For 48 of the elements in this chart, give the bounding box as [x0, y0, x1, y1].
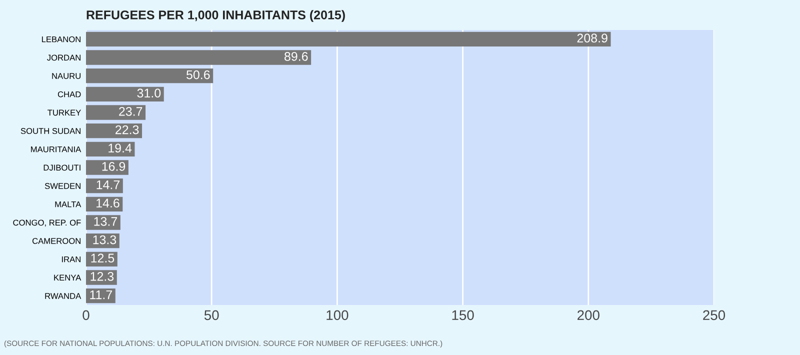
y-tick-label: SWEDEN	[44, 183, 80, 189]
y-tick-label: JORDAN	[47, 54, 80, 61]
data-label: 31.0	[137, 88, 161, 98]
bar	[86, 178, 123, 194]
bar	[86, 124, 142, 138]
bar	[86, 142, 135, 156]
data-label: 14.7	[96, 180, 120, 190]
data-label: 13.7	[94, 217, 118, 226]
y-tick-label: NAURU	[52, 73, 80, 79]
bar	[86, 86, 164, 102]
data-label: 208.9	[577, 34, 608, 43]
data-label: 13.3	[93, 235, 116, 244]
bar	[86, 270, 117, 285]
x-tick-label: 50	[204, 310, 219, 320]
data-label: 50.6	[186, 70, 210, 80]
data-label: 19.4	[108, 144, 132, 153]
y-tick-label: MALTA	[55, 201, 82, 208]
data-label: 22.3	[116, 125, 139, 134]
x-tick-label: 100	[326, 310, 348, 320]
y-tick-label: SOUTH SUDAN	[20, 128, 80, 134]
data-label: 14.6	[96, 198, 120, 208]
y-tick-label: CAMEROON	[32, 238, 80, 244]
chart-title: REFUGEES PER 1,000 INHABITANTS (2015)	[86, 10, 345, 22]
y-tick-label: CONGO, REP. OF	[13, 220, 81, 227]
y-tick-label: TURKEY	[48, 110, 81, 116]
bar	[86, 215, 120, 230]
data-label: 23.7	[119, 107, 142, 116]
x-tick-label: 150	[452, 310, 474, 320]
data-label: 12.3	[90, 272, 114, 281]
y-tick-label: IRAN	[62, 256, 80, 262]
y-tick-label: RWANDA	[45, 293, 82, 299]
bar	[86, 160, 128, 175]
bar	[86, 32, 611, 46]
x-tick-label: 200	[578, 310, 600, 320]
data-label: 11.7	[90, 290, 112, 300]
y-tick-label: MAURITANIA	[31, 146, 82, 152]
bar	[86, 50, 312, 65]
x-tick-label: 250	[703, 310, 726, 320]
y-tick-label: CHAD	[58, 91, 81, 98]
bar	[86, 105, 146, 120]
y-tick-label: LEBANON	[42, 36, 80, 42]
data-label: 89.6	[284, 52, 308, 61]
data-label: 16.9	[102, 162, 126, 171]
bar	[86, 68, 214, 84]
y-tick-label: DJIBOUTI	[44, 164, 80, 171]
x-tick-label: 0	[82, 310, 90, 320]
data-label: 12.5	[91, 254, 114, 263]
y-tick-label: KENYA	[54, 274, 82, 281]
